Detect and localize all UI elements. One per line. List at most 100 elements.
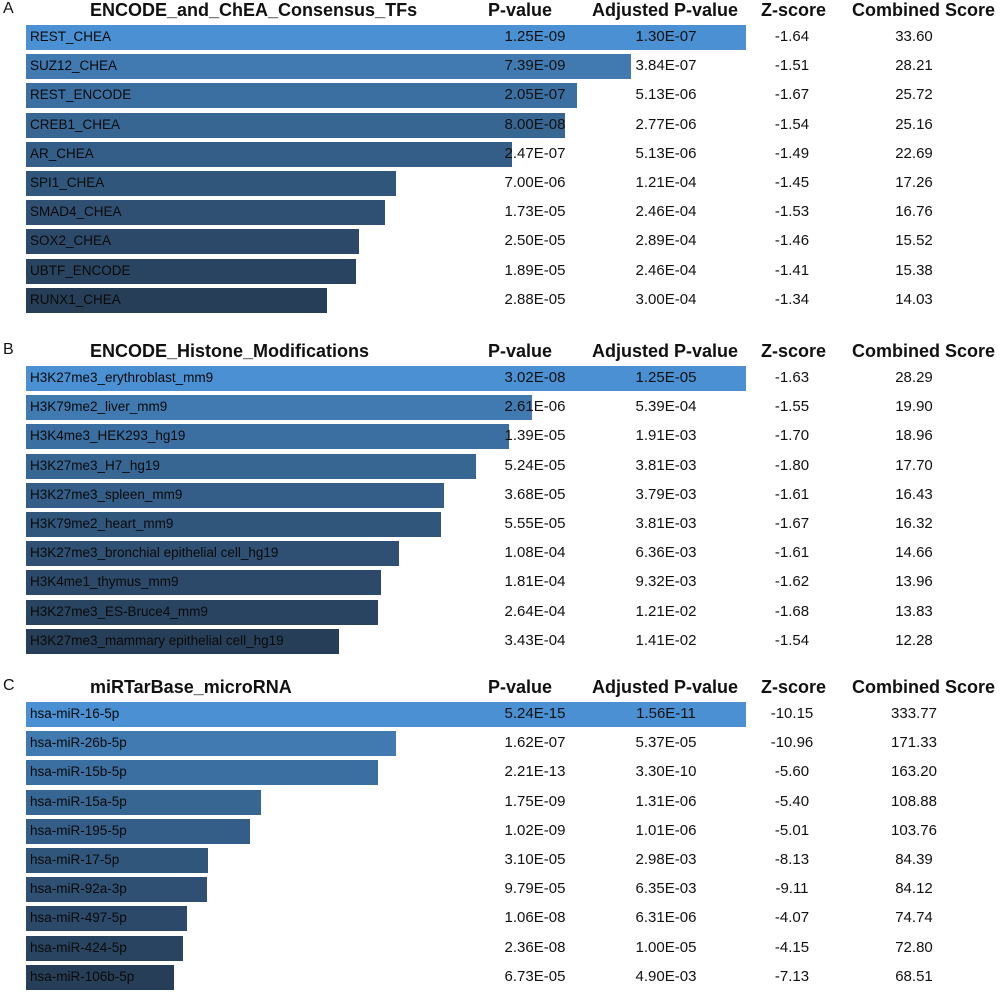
combined-score-cell: 16.32 (895, 515, 933, 532)
pvalue-cell: 1.81E-04 (504, 573, 566, 591)
table-row: hsa-miR-15a-5p 1.75E-09 1.31E-06 -5.40 108.8… (0, 789, 1000, 818)
combined-score-bar (26, 482, 444, 508)
term-label: SUZ12_CHEA (30, 58, 118, 74)
combined-score-bar (26, 200, 385, 226)
panel-title: ENCODE_and_ChEA_Consensus_TFs (90, 0, 418, 20)
table-row: SMAD4_CHEA 1.73E-05 2.46E-04 -1.53 16.76 (0, 199, 1000, 228)
combined-score-bar (26, 570, 381, 596)
table-row: hsa-miR-92a-3p 9.79E-05 6.35E-03 -9.11 84.12 (0, 876, 1000, 905)
term-label: hsa-miR-16-5p (30, 706, 120, 721)
table-row: hsa-miR-195-5p 1.02E-09 1.01E-06 -5.01 103.7… (0, 818, 1000, 847)
pvalue-cell: 1.75E-09 (504, 792, 566, 810)
table-row: H3K79me2_liver_mm9 2.61E-06 5.39E-04 -1.55 1… (0, 394, 1000, 423)
zscore-cell: -4.15 (774, 938, 810, 956)
zscore-cell: -1.64 (774, 28, 810, 45)
table-row: hsa-miR-424-5p 2.36E-08 1.00E-05 -4.15 72.80 (0, 935, 1000, 964)
term-label: SPI1_CHEA (30, 175, 105, 190)
term-label: H3K4me3_HEK293_hg19 (30, 428, 186, 444)
combined-score-cell: 18.96 (895, 427, 933, 445)
adjusted-pvalue-cell: 2.98E-03 (635, 851, 697, 868)
table-row: H3K27me3_H7_hg19 5.24E-05 3.81E-03 -1.80 17.… (0, 453, 1000, 482)
term-label: SOX2_CHEA (30, 233, 112, 249)
adjusted-pvalue-cell: 3.84E-07 (635, 57, 697, 75)
combined-score-cell: 15.38 (895, 261, 933, 279)
table-row: H3K27me3_ES-Bruce4_mm9 2.64E-04 1.21E-02 -1… (0, 599, 1000, 628)
adjusted-pvalue-cell: 1.56E-11 (636, 705, 696, 722)
term-label: H3K27me3_mammary epithelial cell_hg19 (30, 632, 284, 648)
term-label: REST_ENCODE (30, 87, 132, 103)
zscore-cell: -1.54 (774, 115, 810, 133)
zscore-cell: -4.07 (774, 909, 810, 927)
adjusted-pvalue-cell: 1.21E-04 (635, 174, 697, 191)
term-label: hsa-miR-497-5p (30, 910, 127, 926)
pvalue-cell: 8.00E-08 (504, 115, 566, 133)
combined-score-cell: 25.72 (895, 86, 933, 104)
combined-score-bar (26, 599, 378, 625)
adjusted-pvalue-cell: 6.35E-03 (635, 880, 697, 898)
combined-score-bar (26, 229, 359, 255)
pvalue-cell: 3.02E-08 (504, 369, 566, 386)
adjusted-pvalue-cell: 2.89E-04 (635, 232, 697, 250)
combined-score-cell: 333.77 (891, 705, 937, 722)
zscore-cell: -1.41 (774, 261, 810, 279)
zscore-cell: -1.61 (774, 544, 810, 562)
panel-title: ENCODE_Histone_Modifications (90, 341, 370, 361)
panel-title: miRTarBase_microRNA (90, 677, 292, 697)
combined-score-bar (26, 628, 339, 654)
pvalue-cell: 2.47E-07 (504, 144, 566, 162)
table-row: H3K4me3_HEK293_hg19 1.39E-05 1.91E-03 -1.70… (0, 423, 1000, 452)
zscore-header: Z-score (761, 0, 827, 20)
combined-score-cell: 108.88 (891, 792, 937, 810)
combined-score-cell: 68.51 (895, 967, 933, 985)
combined-score-cell: 84.39 (895, 851, 933, 868)
adjusted-pvalue-cell: 5.37E-05 (635, 734, 697, 752)
zscore-cell: -10.96 (770, 734, 814, 752)
term-label: hsa-miR-424-5p (30, 939, 127, 955)
pvalue-cell: 1.25E-09 (504, 28, 566, 45)
zscore-cell: -1.61 (774, 485, 810, 503)
combined-score-bar (26, 25, 746, 50)
combined-score-header: Combined Score (852, 341, 996, 361)
combined-score-bar (26, 848, 208, 873)
zscore-cell: -5.40 (774, 792, 810, 810)
combined-score-cell: 28.21 (895, 57, 933, 75)
combined-score-bar (26, 453, 476, 479)
combined-score-cell: 12.28 (895, 631, 933, 649)
combined-score-bar (26, 541, 399, 567)
combined-score-bar (26, 731, 396, 757)
term-label: hsa-miR-15b-5p (30, 764, 127, 780)
table-row: hsa-miR-106b-5p 6.73E-05 4.90E-03 -7.13 68.5… (0, 964, 1000, 993)
table-row: SOX2_CHEA 2.50E-05 2.89E-04 -1.46 15.52 (0, 228, 1000, 257)
table-row: H3K4me1_thymus_mm9 1.81E-04 9.32E-03 -1.62 1… (0, 569, 1000, 598)
adjusted-pvalue-cell: 1.30E-07 (635, 28, 697, 45)
pvalue-cell: 2.50E-05 (504, 232, 566, 250)
adjusted-pvalue-cell: 3.81E-03 (635, 515, 697, 532)
pvalue-header: P-value (488, 341, 553, 361)
panel-letter: C (3, 677, 15, 694)
table-row: SUZ12_CHEA 7.39E-09 3.84E-07 -1.51 28.21 (0, 53, 1000, 82)
adjusted-pvalue-header: Adjusted P-value (592, 341, 739, 361)
combined-score-cell: 74.74 (895, 909, 933, 927)
combined-score-cell: 28.29 (895, 369, 933, 386)
pvalue-cell: 1.06E-08 (504, 909, 566, 927)
term-label: H3K27me3_spleen_mm9 (30, 486, 183, 502)
adjusted-pvalue-cell: 9.32E-03 (635, 573, 697, 591)
zscore-cell: -1.62 (774, 573, 810, 591)
adjusted-pvalue-cell: 1.25E-05 (635, 369, 697, 386)
table-row: REST_CHEA 1.25E-09 1.30E-07 -1.64 33.60 (0, 24, 1000, 53)
zscore-cell: -1.67 (774, 515, 810, 532)
term-label: H3K27me3_H7_hg19 (30, 457, 160, 473)
pvalue-cell: 3.10E-05 (504, 851, 566, 868)
combined-score-bar (26, 83, 577, 109)
combined-score-cell: 13.83 (895, 602, 933, 620)
zscore-cell: -1.67 (774, 86, 810, 104)
combined-score-bar (26, 141, 512, 167)
pvalue-cell: 2.05E-07 (504, 86, 566, 104)
adjusted-pvalue-cell: 5.13E-06 (635, 86, 697, 104)
zscore-cell: -1.49 (774, 144, 810, 162)
combined-score-bar (26, 54, 631, 80)
term-label: H3K4me1_thymus_mm9 (30, 574, 179, 590)
combined-score-cell: 163.20 (891, 763, 937, 781)
table-row: H3K27me3_erythroblast_mm9 3.02E-08 1.25E-0… (0, 365, 1000, 394)
zscore-cell: -1.80 (774, 456, 810, 474)
